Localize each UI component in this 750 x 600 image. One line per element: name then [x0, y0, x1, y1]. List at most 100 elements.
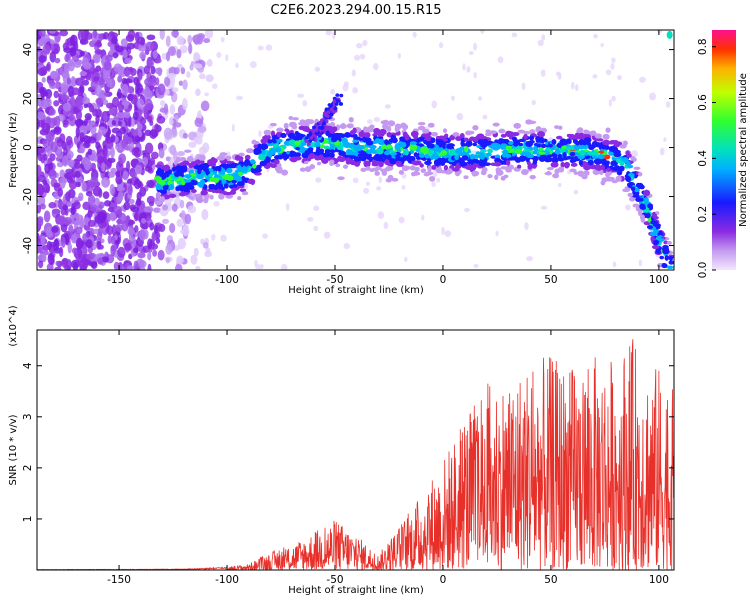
heatmap-cell: [435, 139, 442, 146]
heatmap-cell: [308, 147, 314, 152]
heatmap-cell: [508, 140, 514, 145]
heatmap-cell: [219, 152, 228, 157]
heatmap-cell: [472, 142, 478, 147]
colorbar-ticks: 0.0 0.2 0.4 0.6 0.8: [697, 38, 716, 278]
heatmap-cell: [65, 135, 73, 146]
heatmap-cell: [79, 71, 88, 77]
heatmap-cell: [469, 136, 475, 141]
heatmap-cell: [62, 204, 68, 211]
heatmap-cell: [383, 221, 389, 230]
heatmap-cell: [494, 174, 499, 180]
heatmap-cell: [82, 201, 91, 211]
heatmap-cell: [241, 191, 249, 196]
heatmap-cell: [231, 180, 237, 184]
heatmap-cell: [363, 126, 368, 133]
heatmap-cell: [105, 54, 113, 62]
heatmap-cell: [552, 173, 560, 179]
heatmap-cell: [374, 138, 381, 144]
heatmap-cell: [74, 226, 83, 235]
heatmap-cell: [106, 102, 115, 109]
heatmap-cell: [209, 194, 214, 200]
heatmap-cell: [121, 100, 130, 106]
heatmap-cell: [63, 47, 72, 54]
heatmap-cell: [418, 153, 425, 158]
heatmap-cell: [274, 166, 283, 172]
heatmap-cell: [409, 141, 418, 145]
heatmap-cell: [352, 139, 359, 143]
heatmap-cell: [325, 30, 332, 36]
heatmap-cell: [466, 66, 471, 73]
heatmap-cell: [421, 214, 425, 221]
heatmap-cell: [101, 176, 111, 188]
heatmap-cell: [557, 182, 562, 188]
heatmap-cell: [329, 121, 335, 128]
heatmap-cell: [199, 73, 206, 80]
heatmap-cell: [129, 68, 137, 77]
heatmap-cell: [600, 158, 607, 164]
heatmap-cell: [464, 207, 470, 213]
heatmap-cell: [77, 247, 82, 260]
heatmap-cell: [350, 161, 357, 166]
heatmap-cell: [525, 156, 530, 163]
heatmap-cell: [508, 164, 514, 170]
heatmap-cell: [44, 163, 51, 174]
heatmap-cell: [409, 165, 416, 171]
heatmap-cell: [300, 142, 307, 146]
heatmap-cell: [183, 174, 192, 179]
heatmap-cell: [385, 160, 391, 166]
heatmap-cell: [566, 133, 572, 138]
heatmap-cell: [37, 235, 40, 247]
heatmap-cell: [615, 175, 622, 182]
heatmap-cell: [46, 131, 55, 142]
heatmap-cell: [115, 45, 124, 53]
heatmap-cell: [382, 123, 389, 130]
heatmap-cell: [575, 84, 579, 92]
heatmap-cell: [342, 141, 351, 148]
heatmap-cell: [131, 129, 140, 137]
heatmap-cell: [180, 67, 186, 75]
heatmap-cell: [329, 159, 335, 165]
heatmap-cell: [460, 142, 466, 147]
heatmap-cell: [48, 79, 56, 87]
heatmap-cell: [56, 138, 64, 147]
heatmap-cell: [661, 247, 670, 252]
heatmap-cell: [110, 32, 119, 38]
colorbar-tick-label: 0.8: [697, 38, 709, 55]
heatmap-cell: [524, 222, 529, 230]
heatmap-cell: [203, 38, 211, 44]
colorbar-tick-label: 0.4: [697, 150, 709, 167]
heatmap-cell: [327, 103, 332, 107]
heatmap-cell: [203, 197, 209, 204]
heatmap-cell: [385, 154, 392, 160]
heatmap-cell: [565, 146, 573, 150]
heatmap-cell: [443, 165, 448, 171]
heatmap-cell: [157, 169, 165, 174]
heatmap-cell: [85, 239, 93, 249]
heatmap-cell: [296, 135, 303, 141]
heatmap-cell: [390, 152, 398, 156]
heatmap-cell: [428, 143, 435, 149]
heatmap-cell: [73, 161, 81, 169]
heatmap-cell: [351, 69, 356, 77]
heatmap-cell: [354, 160, 361, 167]
heatmap-cell: [333, 106, 338, 111]
heatmap-cell: [260, 138, 269, 144]
heatmap-cell: [137, 252, 146, 259]
heatmap-cell: [263, 129, 272, 136]
heatmap-cell: [581, 174, 588, 180]
heatmap-cell: [165, 35, 171, 48]
heatmap-cell: [653, 229, 659, 234]
heatmap-cell: [80, 50, 85, 57]
heatmap-cell: [502, 149, 509, 156]
heatmap-cell: [578, 145, 584, 150]
heatmap-cell: [80, 156, 90, 165]
heatmap-cell: [171, 203, 178, 212]
heatmap-cell: [63, 216, 72, 226]
heatmap-cell: [260, 143, 268, 150]
heatmap-cell: [79, 132, 85, 139]
heatmap-cell: [223, 183, 229, 189]
heatmap-cell: [324, 119, 329, 124]
heatmap-cell: [110, 235, 116, 245]
heatmap-cell: [225, 155, 232, 161]
heatmap-cell: [495, 230, 499, 237]
